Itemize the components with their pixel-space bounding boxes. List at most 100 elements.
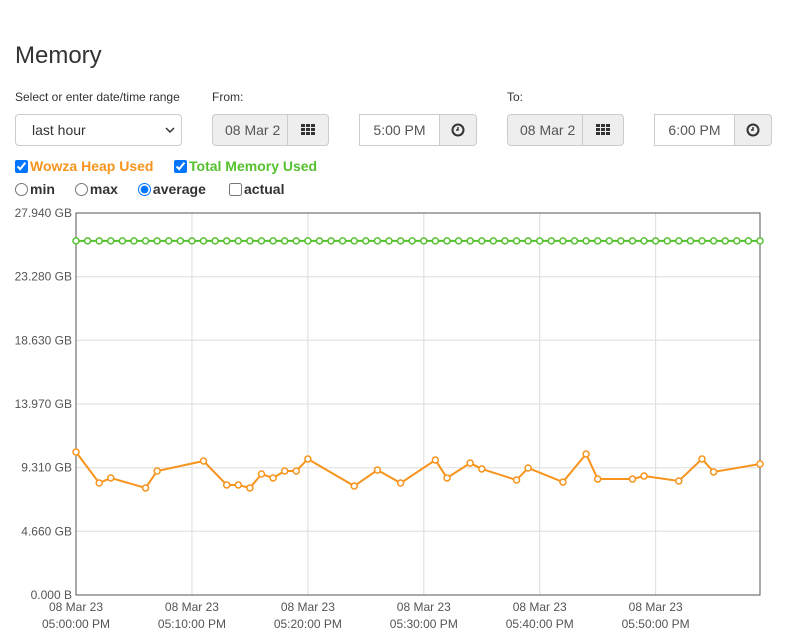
data-point [385,237,393,245]
data-point [512,237,521,245]
data-point [222,237,231,245]
page-title: Memory [15,42,102,69]
x-tick-date: 08 Mar 23 [397,600,451,614]
radio[interactable] [137,182,151,196]
aggregate-options: min max average [15,181,206,197]
checkbox[interactable] [229,182,242,196]
data-point [478,237,486,245]
data-point [431,456,440,464]
radio-option[interactable]: average [137,181,206,197]
data-point [72,237,80,245]
to-date[interactable]: 08 Mar 2 [507,114,583,146]
data-point [95,237,103,245]
data-point [396,479,405,487]
from-date[interactable]: 08 Mar 2 [212,114,288,146]
data-point [640,472,648,480]
data-point [257,470,266,478]
radio-option[interactable]: max [74,181,118,197]
data-point [431,237,440,245]
data-point [292,237,301,245]
legend-toggle[interactable]: Total Memory Used [174,158,317,174]
data-point [593,475,602,483]
data-point [246,237,254,245]
data-point [234,481,243,489]
data-point [443,474,451,482]
calendar-icon [301,124,315,135]
data-point [350,237,358,245]
data-point [582,450,590,458]
x-tick-label: 05:40:00 PM [506,617,574,631]
data-point [524,237,532,245]
data-point [709,468,718,476]
radio[interactable] [74,182,88,196]
range-value: last hour [32,122,86,138]
radio[interactable] [15,182,28,196]
x-tick-date: 08 Mar 23 [49,600,103,614]
legend-toggle[interactable]: Wowza Heap Used [15,158,153,174]
data-point [153,467,161,475]
data-point [373,237,382,245]
data-point [756,237,764,245]
data-point [628,475,637,483]
to-time[interactable]: 6:00 PM [654,114,735,146]
data-point [478,465,486,473]
data-point [153,237,161,245]
data-point [315,237,324,245]
data-point [327,237,335,245]
data-point [269,474,277,482]
data-point [466,237,474,245]
checkbox[interactable] [15,159,28,173]
data-point [107,237,115,245]
data-point [744,237,753,245]
data-point [466,459,474,467]
radio-option[interactable]: min [15,181,55,197]
x-tick-label: 05:50:00 PM [622,617,690,631]
data-point [362,237,370,245]
option-label: min [30,181,55,197]
checkbox[interactable] [174,159,187,173]
data-point [454,237,463,245]
data-point [396,237,405,245]
data-point [547,237,556,245]
clock-icon [746,123,760,137]
data-point [107,474,115,482]
range-select[interactable]: last hour [15,114,182,146]
y-tick-label: 23.280 GB [15,270,72,284]
plot-border [75,212,761,596]
from-label: From: [212,90,244,104]
from-date-button[interactable] [287,114,329,146]
data-point [559,237,567,245]
data-point [628,237,637,245]
x-tick-label: 05:20:00 PM [274,617,342,631]
clock-icon [451,123,465,137]
actual-toggle[interactable]: actual [229,181,284,197]
to-time-button[interactable] [734,114,772,146]
y-tick-label: 0.000 B [31,588,72,602]
data-point [211,237,219,245]
data-point [512,476,521,484]
option-label: max [89,181,118,197]
data-point [535,237,544,245]
data-point [338,237,347,245]
data-point [651,237,660,245]
data-point [408,237,416,245]
legend-label: Total Memory Used [189,158,318,174]
data-point [570,237,579,245]
x-tick-date: 08 Mar 23 [281,600,335,614]
data-point [350,482,358,490]
data-point [501,237,509,245]
data-point [593,237,602,245]
data-point [373,466,382,474]
data-point [83,237,92,245]
data-point [141,237,150,245]
from-time-button[interactable] [439,114,477,146]
to-date-button[interactable] [582,114,624,146]
to-label: To: [507,90,524,104]
data-point [489,237,498,245]
range-label: Select or enter date/time range [15,90,180,104]
option-label: average [152,181,206,197]
x-tick-label: 05:10:00 PM [158,617,226,631]
x-tick-date: 08 Mar 23 [629,600,683,614]
